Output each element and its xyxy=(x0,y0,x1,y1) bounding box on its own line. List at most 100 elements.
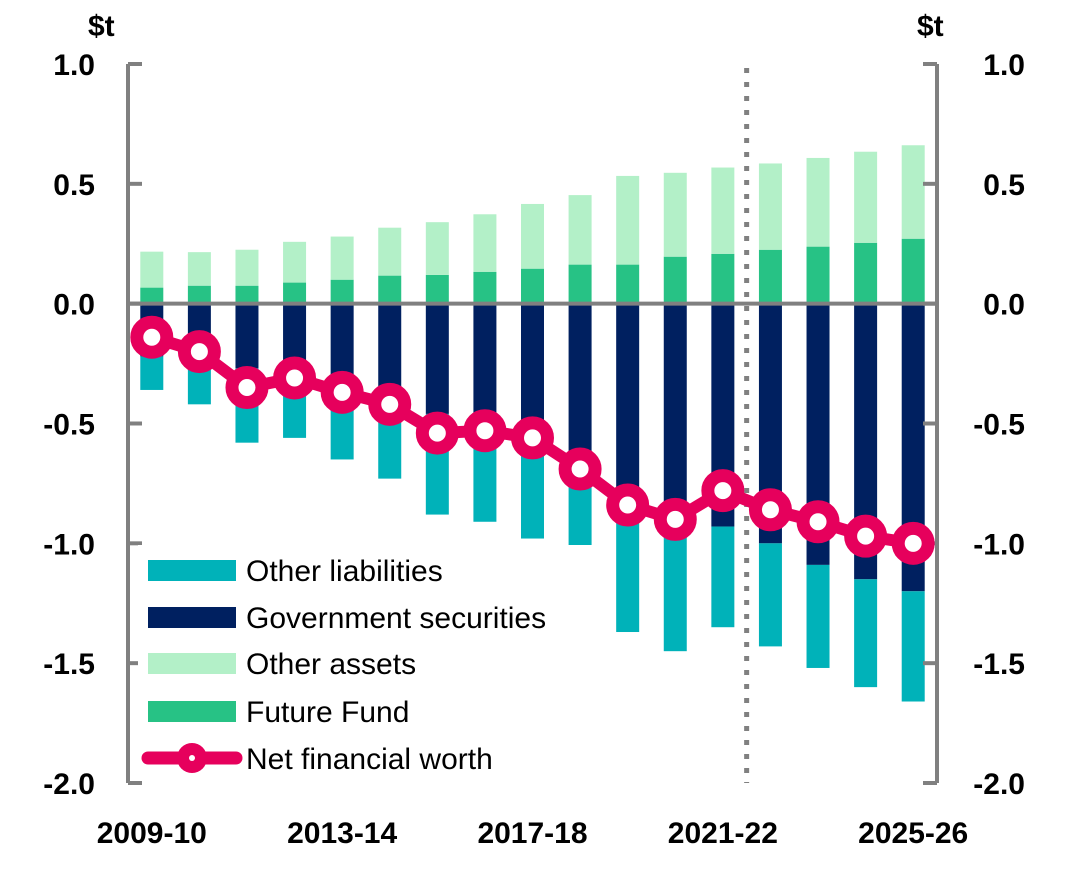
left-unit-label: $t xyxy=(88,10,115,43)
net-financial-worth-marker xyxy=(606,483,650,527)
right-tick-label: -2.0 xyxy=(973,768,1025,801)
right-tick-label: -0.5 xyxy=(973,409,1025,442)
bar-future-fund xyxy=(473,271,497,304)
bar-other-liabilities xyxy=(758,543,782,647)
net-financial-worth-marker xyxy=(130,315,174,359)
bar-government-securities xyxy=(425,303,449,414)
bar-other-assets xyxy=(235,249,259,286)
bar-government-securities xyxy=(568,303,592,486)
left-tick-label: -1.5 xyxy=(43,648,95,681)
bar-government-securities xyxy=(901,303,925,592)
x-tick-label: 2013-14 xyxy=(287,817,397,850)
net-financial-worth-marker xyxy=(368,382,412,426)
bar-government-securities xyxy=(330,303,354,388)
legend-swatch-other-liabilities xyxy=(148,560,236,581)
net-financial-worth-marker xyxy=(558,447,602,491)
bar-other-assets xyxy=(568,195,592,265)
bar-government-securities xyxy=(378,303,402,400)
net-financial-worth-marker xyxy=(177,330,221,374)
bar-government-securities xyxy=(663,303,687,537)
left-tick-label: 0.5 xyxy=(53,169,95,202)
bar-future-fund xyxy=(283,282,307,304)
net-financial-worth-marker xyxy=(320,370,364,414)
net-financial-worth-marker xyxy=(796,500,840,544)
bar-future-fund xyxy=(901,238,925,304)
bar-future-fund xyxy=(235,285,259,304)
left-tick-label: 0.0 xyxy=(53,289,95,322)
bar-other-assets xyxy=(854,151,878,243)
x-tick-label: 2009-10 xyxy=(97,817,207,850)
left-tick-label: -1.0 xyxy=(43,528,95,561)
bar-other-assets xyxy=(663,172,687,257)
bar-future-fund xyxy=(711,253,735,304)
x-tick-label: 2017-18 xyxy=(477,817,587,850)
bar-other-assets xyxy=(758,163,782,250)
bar-other-liabilities xyxy=(521,437,544,539)
bar-future-fund xyxy=(378,275,402,304)
bar-future-fund xyxy=(854,242,878,304)
bar-future-fund xyxy=(187,285,211,304)
legend-swatch-other-assets xyxy=(148,653,236,674)
bar-other-assets xyxy=(616,175,640,265)
bar-other-liabilities xyxy=(187,368,211,405)
bar-other-liabilities xyxy=(806,564,830,668)
bar-future-fund xyxy=(330,279,354,304)
bar-other-liabilities xyxy=(854,579,878,688)
bar-other-assets xyxy=(901,145,925,239)
right-tick-label: 0.0 xyxy=(983,289,1025,322)
bar-other-assets xyxy=(187,252,211,286)
bar-government-securities xyxy=(473,303,497,419)
bar-government-securities xyxy=(235,303,259,369)
bar-future-fund xyxy=(568,264,592,304)
bar-future-fund xyxy=(425,274,449,304)
bar-other-liabilities xyxy=(901,591,925,702)
legend-label: Net financial worth xyxy=(246,743,493,776)
bar-other-assets xyxy=(473,214,497,272)
legend: Other liabilities Government securities Ot… xyxy=(138,545,608,781)
bar-future-fund xyxy=(758,249,782,304)
bar-government-securities xyxy=(854,303,878,580)
bar-other-assets xyxy=(806,157,830,247)
bar-future-fund xyxy=(663,256,687,304)
bar-other-assets xyxy=(425,222,449,275)
bar-other-assets xyxy=(378,227,402,276)
bar-future-fund xyxy=(140,287,164,304)
bar-government-securities xyxy=(806,303,830,565)
bar-government-securities xyxy=(616,303,640,520)
legend-label: Other assets xyxy=(246,648,416,681)
legend-label: Government securities xyxy=(246,602,546,635)
right-tick-label: 1.0 xyxy=(983,49,1025,82)
left-tick-label: 1.0 xyxy=(53,49,95,82)
bar-other-liabilities xyxy=(140,356,164,390)
bar-other-assets xyxy=(330,236,354,280)
right-unit-label: $t xyxy=(917,10,944,43)
net-financial-worth-marker xyxy=(463,409,507,453)
left-tick-label: -0.5 xyxy=(43,409,95,442)
left-tick-label: -2.0 xyxy=(43,768,95,801)
x-tick-label: 2021-22 xyxy=(668,817,778,850)
axes-layer xyxy=(126,62,939,785)
bar-future-fund xyxy=(521,268,544,304)
bar-other-assets xyxy=(283,241,307,283)
bar-future-fund xyxy=(616,264,640,304)
bar-other-assets xyxy=(140,251,164,288)
legend-swatch-marker-center xyxy=(189,755,195,761)
bar-government-securities xyxy=(758,303,782,544)
bar-other-liabilities xyxy=(663,536,687,652)
bar-other-assets xyxy=(521,203,544,269)
net-financial-worth-marker xyxy=(748,488,792,532)
x-tick-label: 2025-26 xyxy=(858,817,968,850)
bar-future-fund xyxy=(806,246,830,304)
right-tick-label: -1.0 xyxy=(973,528,1025,561)
bar-other-assets xyxy=(711,167,735,254)
net-financial-worth-marker xyxy=(844,514,888,558)
net-financial-worth-marker xyxy=(415,411,459,455)
net-financial-worth-marker xyxy=(701,469,745,513)
net-financial-worth-marker xyxy=(891,521,935,565)
net-financial-worth-marker xyxy=(653,497,697,541)
legend-label: Future Fund xyxy=(246,696,409,729)
right-tick-label: -1.5 xyxy=(973,648,1025,681)
legend-swatch-government-securities xyxy=(148,607,236,628)
legend-label: Other liabilities xyxy=(246,555,443,588)
